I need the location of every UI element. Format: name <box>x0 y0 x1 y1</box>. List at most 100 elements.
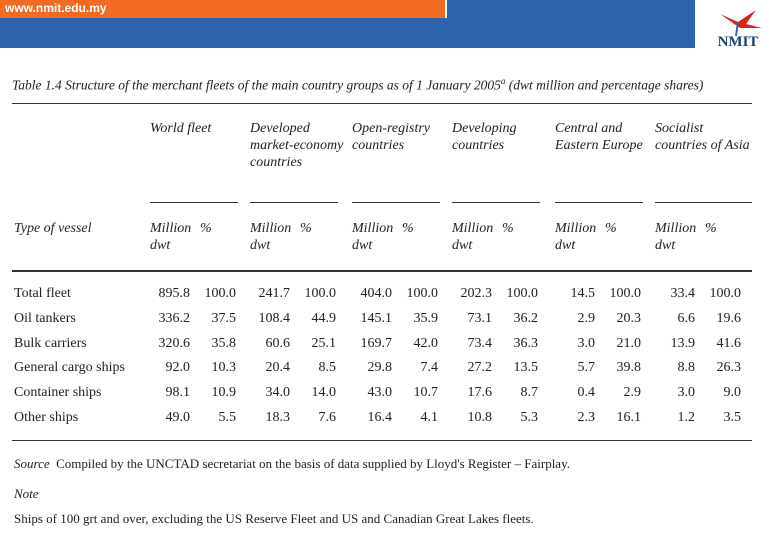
cell-million: 145.1 <box>360 310 393 326</box>
group-rule <box>250 202 338 203</box>
row-label: Other ships <box>14 410 79 425</box>
cell-million: 73.4 <box>467 335 493 351</box>
cell-percent: 8.7 <box>520 385 539 401</box>
row-label: Oil tankers <box>14 310 76 326</box>
subheader-percent: % <box>605 221 617 236</box>
header-orange-bar <box>0 0 447 18</box>
cell-million: 2.3 <box>577 410 596 425</box>
cell-percent: 100.0 <box>304 286 337 301</box>
subheader-percent: % <box>502 221 514 236</box>
subheader-million: Million dwt <box>250 221 292 253</box>
rule-header <box>12 270 752 272</box>
cell-million: 14.5 <box>570 286 596 301</box>
cell-percent: 100.0 <box>406 286 439 301</box>
group-header: World fleet <box>150 121 212 136</box>
cell-percent: 10.3 <box>211 360 237 376</box>
cell-percent: 4.1 <box>420 410 439 425</box>
cell-million: 895.8 <box>158 286 191 301</box>
cell-percent: 21.0 <box>616 335 642 351</box>
cell-million: 5.7 <box>577 360 596 376</box>
group-header: Developed market-economy countries <box>250 121 344 170</box>
cell-million: 20.4 <box>265 360 291 376</box>
cell-percent: 100.0 <box>609 286 642 301</box>
cell-million: 6.6 <box>677 310 696 326</box>
logo: NMIT <box>718 10 762 50</box>
cell-million: 29.8 <box>367 360 393 376</box>
cell-percent: 39.8 <box>616 360 642 376</box>
cell-percent: 36.2 <box>513 310 539 326</box>
caption-tail: (dwt million and percentage shares) <box>508 77 704 93</box>
row-label: Container ships <box>14 385 102 401</box>
logo-stem <box>735 21 739 37</box>
table-caption: Table 1.4 Structure of the merchant flee… <box>12 73 703 94</box>
cell-percent: 100.0 <box>506 286 539 301</box>
cell-million: 98.1 <box>165 385 191 401</box>
cell-percent: 9.0 <box>723 385 742 401</box>
row-label: Total fleet <box>14 286 71 301</box>
cell-percent: 2.9 <box>623 385 642 401</box>
cell-million: 3.0 <box>577 335 596 351</box>
cell-million: 1.2 <box>677 410 696 425</box>
note-label: Note <box>14 486 39 501</box>
caption-text: Table 1.4 Structure of the merchant flee… <box>12 77 501 93</box>
cell-million: 27.2 <box>467 360 493 376</box>
cell-percent: 100.0 <box>204 286 237 301</box>
cell-million: 169.7 <box>360 335 393 351</box>
cell-percent: 13.5 <box>513 360 539 376</box>
cell-million: 18.3 <box>265 410 291 425</box>
group-header: Central and Eastern Europe <box>555 121 643 153</box>
cell-million: 404.0 <box>360 286 393 301</box>
cell-percent: 10.9 <box>211 385 237 401</box>
rule-top <box>12 103 752 104</box>
cell-million: 0.4 <box>577 385 596 401</box>
cell-percent: 5.5 <box>218 410 237 425</box>
group-header: Socialist countries of Asia <box>655 121 750 153</box>
source-label: Source <box>14 456 50 471</box>
group-rule <box>452 202 540 203</box>
cell-million: 108.4 <box>258 310 291 326</box>
note-text: Ships of 100 grt and over, excluding the… <box>14 511 534 526</box>
group-header: Developing countries <box>452 121 517 153</box>
logo-bird <box>720 10 762 28</box>
rule-bottom <box>12 440 752 441</box>
source: Source Compiled by the UNCTAD secretaria… <box>14 455 570 472</box>
cell-million: 241.7 <box>258 286 291 301</box>
subheader-percent: % <box>200 221 212 236</box>
cell-percent: 16.1 <box>616 410 642 425</box>
cell-percent: 7.6 <box>318 410 337 425</box>
subheader-million: Million dwt <box>555 221 597 253</box>
cell-million: 43.0 <box>367 385 393 401</box>
cell-million: 16.4 <box>367 410 393 425</box>
cell-million: 13.9 <box>670 335 696 351</box>
cell-million: 3.0 <box>677 385 696 401</box>
row-label: Bulk carriers <box>14 335 87 351</box>
cell-percent: 14.0 <box>311 385 337 401</box>
subheader-million: Million dwt <box>352 221 394 253</box>
cell-percent: 25.1 <box>311 335 337 351</box>
cell-percent: 36.3 <box>513 335 539 351</box>
cell-percent: 19.6 <box>716 310 742 326</box>
subheader-percent: % <box>402 221 414 236</box>
group-rule <box>555 202 643 203</box>
cell-percent: 42.0 <box>413 335 439 351</box>
cell-percent: 44.9 <box>311 310 337 326</box>
cell-percent: 20.3 <box>616 310 642 326</box>
group-rule <box>655 202 752 203</box>
cell-million: 2.9 <box>577 310 596 326</box>
cell-percent: 10.7 <box>413 385 439 401</box>
cell-percent: 3.5 <box>723 410 742 425</box>
subheader-percent: % <box>300 221 312 236</box>
cell-million: 49.0 <box>165 410 191 425</box>
stub-header: Type of vessel <box>14 221 92 236</box>
subheader-million: Million dwt <box>452 221 494 253</box>
cell-percent: 35.8 <box>211 335 237 351</box>
cell-million: 8.8 <box>677 360 696 376</box>
group-rule <box>352 202 440 203</box>
cell-percent: 35.9 <box>413 310 439 326</box>
cell-million: 60.6 <box>265 335 291 351</box>
cell-million: 10.8 <box>467 410 493 425</box>
subheader-million: Million dwt <box>655 221 697 253</box>
group-header: Open-registry countries <box>352 121 431 153</box>
row-label: General cargo ships <box>14 360 125 376</box>
